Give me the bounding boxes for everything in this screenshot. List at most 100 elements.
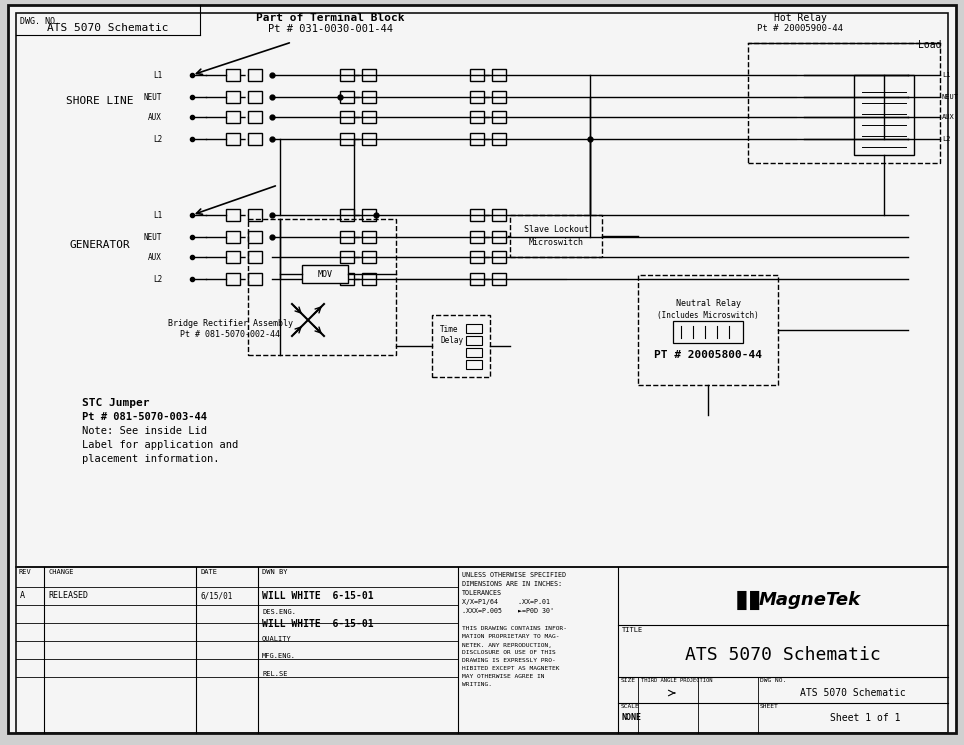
Text: QUALITY: QUALITY xyxy=(262,635,292,641)
Text: WILL WHITE  6-15-01: WILL WHITE 6-15-01 xyxy=(262,619,374,629)
Bar xyxy=(492,69,506,81)
Bar xyxy=(226,251,240,263)
Bar xyxy=(340,111,354,123)
Bar xyxy=(470,133,484,145)
Text: SHEET: SHEET xyxy=(760,703,779,708)
Bar xyxy=(340,231,354,243)
Text: Sheet 1 of 1: Sheet 1 of 1 xyxy=(830,713,900,723)
Text: DWN BY: DWN BY xyxy=(262,569,287,575)
Text: Note: See inside Lid: Note: See inside Lid xyxy=(82,426,207,436)
Text: L1: L1 xyxy=(152,211,162,220)
Bar xyxy=(248,111,262,123)
Text: 6/15/01: 6/15/01 xyxy=(200,592,232,600)
Text: DRAWING IS EXPRESSLY PRO-: DRAWING IS EXPRESSLY PRO- xyxy=(462,659,556,664)
Bar xyxy=(362,251,376,263)
Text: L2: L2 xyxy=(152,135,162,144)
Text: HIBITED EXCEPT AS MAGNETEK: HIBITED EXCEPT AS MAGNETEK xyxy=(462,667,559,671)
Text: Microswitch: Microswitch xyxy=(528,238,583,247)
Text: TOLERANCES: TOLERANCES xyxy=(462,590,502,596)
Text: DATE: DATE xyxy=(200,569,217,575)
Bar xyxy=(340,69,354,81)
Bar xyxy=(492,111,506,123)
Text: A: A xyxy=(20,592,25,600)
Text: Part of Terminal Block: Part of Terminal Block xyxy=(255,13,404,23)
Bar xyxy=(226,231,240,243)
Text: MATION PROPRIETARY TO MAG-: MATION PROPRIETARY TO MAG- xyxy=(462,635,559,639)
Text: CHANGE: CHANGE xyxy=(48,569,73,575)
Bar xyxy=(470,69,484,81)
Text: (Includes Microswitch): (Includes Microswitch) xyxy=(657,311,759,320)
Bar xyxy=(470,251,484,263)
Text: DIMENSIONS ARE IN INCHES:: DIMENSIONS ARE IN INCHES: xyxy=(462,581,562,587)
Text: placement information.: placement information. xyxy=(82,454,220,464)
Bar xyxy=(492,91,506,103)
Text: Pt # 031-0030-001-44: Pt # 031-0030-001-44 xyxy=(267,24,392,34)
Text: WRITING.: WRITING. xyxy=(462,682,492,688)
Bar xyxy=(470,231,484,243)
Text: Time: Time xyxy=(440,325,459,334)
Text: THIRD ANGLE PROJECTION: THIRD ANGLE PROJECTION xyxy=(641,677,712,682)
Text: Neutral Relay: Neutral Relay xyxy=(676,299,740,308)
Bar xyxy=(248,251,262,263)
Text: NEUT: NEUT xyxy=(144,232,162,241)
Text: WILL WHITE  6-15-01: WILL WHITE 6-15-01 xyxy=(262,591,374,601)
Text: NETEK. ANY REPRODUCTION,: NETEK. ANY REPRODUCTION, xyxy=(462,642,552,647)
Text: Pt # 081-5070-002-44: Pt # 081-5070-002-44 xyxy=(180,329,280,338)
Bar xyxy=(362,231,376,243)
Text: L1: L1 xyxy=(152,71,162,80)
Text: NONE: NONE xyxy=(621,712,641,721)
Text: SCALE: SCALE xyxy=(621,703,640,708)
Text: AUX: AUX xyxy=(942,114,954,120)
Text: MFG.ENG.: MFG.ENG. xyxy=(262,653,296,659)
Bar xyxy=(492,251,506,263)
Bar xyxy=(466,360,482,369)
Text: DWG NO.: DWG NO. xyxy=(760,677,787,682)
Bar xyxy=(466,348,482,357)
Bar xyxy=(362,91,376,103)
Text: MagneTek: MagneTek xyxy=(759,591,861,609)
Bar xyxy=(340,133,354,145)
Bar xyxy=(226,69,240,81)
Bar xyxy=(362,209,376,221)
Bar xyxy=(362,133,376,145)
Text: RELEASED: RELEASED xyxy=(48,592,88,600)
Text: Pt # 20005900-44: Pt # 20005900-44 xyxy=(757,24,843,33)
Text: .XXX=P.005    ►=P0D 30': .XXX=P.005 ►=P0D 30' xyxy=(462,608,554,614)
Bar xyxy=(226,111,240,123)
Bar xyxy=(362,69,376,81)
Text: ATS 5070 Schematic: ATS 5070 Schematic xyxy=(685,646,881,664)
Bar xyxy=(340,251,354,263)
Text: Hot Relay: Hot Relay xyxy=(773,13,826,23)
Bar xyxy=(340,91,354,103)
Bar xyxy=(492,209,506,221)
Text: STC Jumper: STC Jumper xyxy=(82,398,149,408)
Text: Load: Load xyxy=(919,40,942,50)
Bar xyxy=(226,273,240,285)
Bar xyxy=(466,324,482,333)
Bar xyxy=(248,273,262,285)
Bar xyxy=(362,111,376,123)
Bar xyxy=(470,111,484,123)
Bar xyxy=(492,273,506,285)
Bar xyxy=(492,133,506,145)
Text: PT # 20005800-44: PT # 20005800-44 xyxy=(654,350,762,360)
Text: X/X=P1/64     .XX=P.01: X/X=P1/64 .XX=P.01 xyxy=(462,599,550,605)
Text: NEUT: NEUT xyxy=(942,94,959,100)
Text: AUX: AUX xyxy=(148,253,162,261)
Text: L2: L2 xyxy=(152,274,162,284)
Text: Bridge Rectifier Assembly: Bridge Rectifier Assembly xyxy=(168,319,292,328)
Text: L1: L1 xyxy=(942,72,951,78)
Bar xyxy=(248,69,262,81)
Text: MOV: MOV xyxy=(317,270,333,279)
Text: Delay: Delay xyxy=(440,335,463,344)
Bar xyxy=(248,91,262,103)
Text: NEUT: NEUT xyxy=(144,92,162,101)
Bar xyxy=(302,265,348,283)
Text: Pt # 081-5070-003-44: Pt # 081-5070-003-44 xyxy=(82,412,207,422)
Bar xyxy=(638,275,778,385)
Text: ATS 5070 Schematic: ATS 5070 Schematic xyxy=(47,23,169,33)
Bar xyxy=(432,315,490,377)
Bar xyxy=(854,75,914,155)
Text: THIS DRAWING CONTAINS INFOR-: THIS DRAWING CONTAINS INFOR- xyxy=(462,627,567,632)
Bar xyxy=(248,231,262,243)
